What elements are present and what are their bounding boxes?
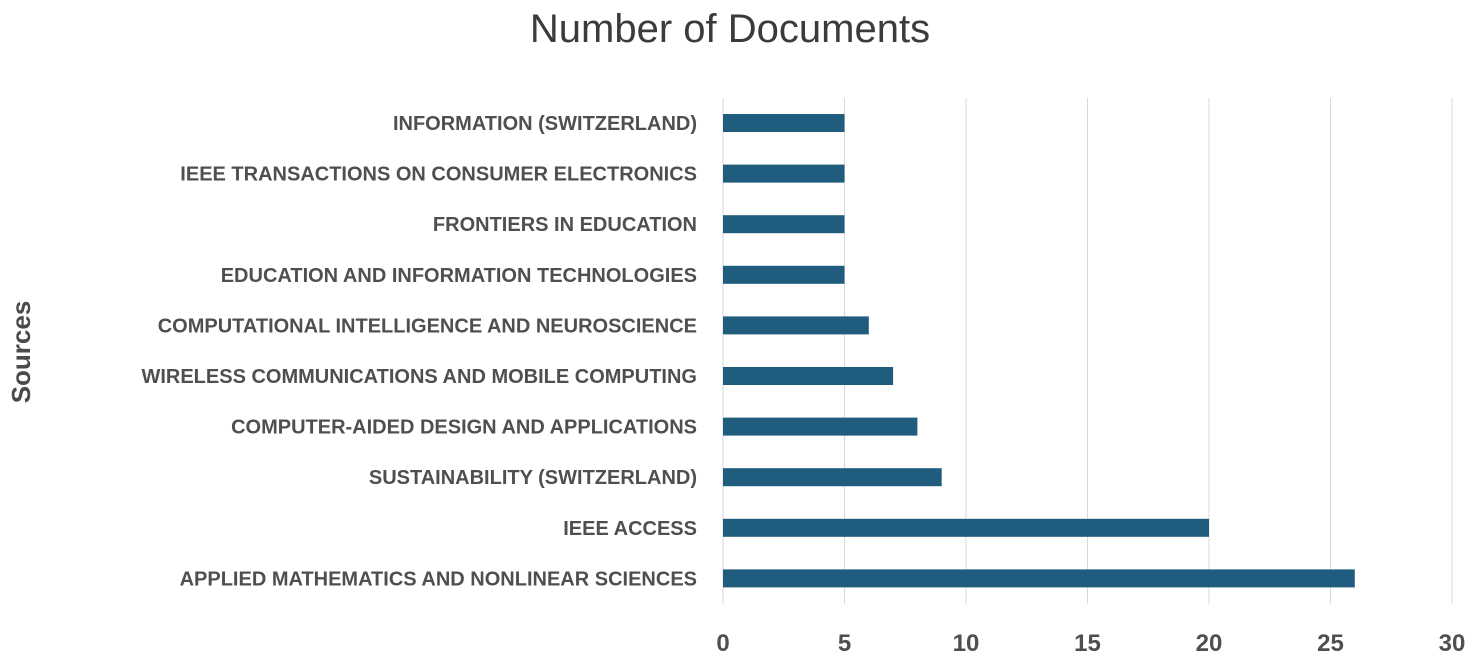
category-label: COMPUTER-AIDED DESIGN AND APPLICATIONS (231, 417, 697, 439)
bar (723, 215, 845, 234)
bar (723, 114, 845, 132)
bar (723, 417, 918, 436)
chart-title: Number of Documents (530, 7, 930, 51)
x-tick-label: 30 (1439, 630, 1466, 657)
bar (723, 316, 869, 335)
category-label: SUSTAINABILITY (SWITZERLAND) (369, 467, 697, 489)
x-tick-label: 25 (1317, 630, 1344, 657)
bar (723, 164, 845, 183)
category-label: IEEE TRANSACTIONS ON CONSUMER ELECTRONIC… (180, 164, 697, 186)
x-tick-label: 10 (953, 630, 980, 657)
category-labels: INFORMATION (SWITZERLAND) IEEE TRANSACTIO… (141, 113, 697, 590)
bar (723, 569, 1355, 588)
x-tick-label: 15 (1074, 630, 1101, 657)
y-axis-label: Sources (6, 301, 36, 404)
bar (723, 518, 1209, 537)
x-tick-label: 20 (1196, 630, 1223, 657)
bar (723, 265, 845, 284)
x-tick-labels: 0 5 10 15 20 25 30 (716, 630, 1465, 657)
x-tick-label: 0 (716, 630, 729, 657)
category-label: WIRELESS COMMUNICATIONS AND MOBILE COMPU… (141, 366, 697, 388)
category-label: EDUCATION AND INFORMATION TECHNOLOGIES (221, 265, 697, 287)
category-label: IEEE ACCESS (563, 518, 697, 540)
category-label: FRONTIERS IN EDUCATION (433, 214, 697, 236)
x-tick-label: 5 (838, 630, 851, 657)
bar (723, 367, 894, 385)
category-label: COMPUTATIONAL INTELLIGENCE AND NEUROSCIE… (158, 315, 697, 337)
bars (723, 114, 1355, 588)
category-label: APPLIED MATHEMATICS AND NONLINEAR SCIENC… (180, 568, 697, 590)
category-label: INFORMATION (SWITZERLAND) (393, 113, 697, 135)
bar (723, 468, 942, 487)
